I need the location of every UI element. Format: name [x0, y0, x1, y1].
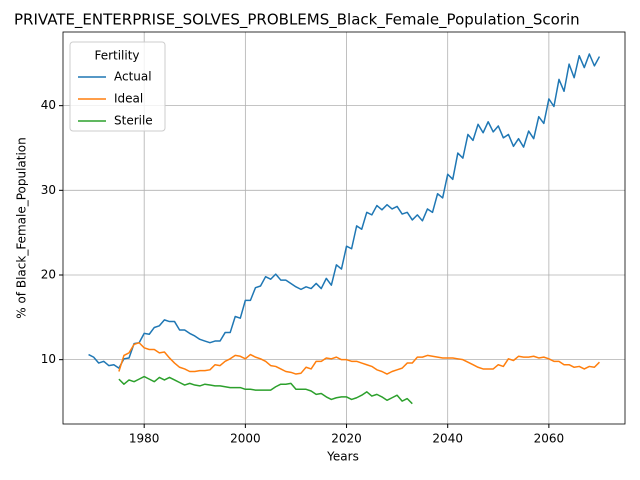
- legend-label: Actual: [114, 70, 152, 84]
- data-line: [118, 375, 413, 405]
- data-line: [118, 341, 600, 375]
- x-tick-label: 2040: [432, 432, 463, 446]
- chart-title: PRIVATE_ENTERPRISE_SOLVES_PROBLEMS_Black…: [14, 11, 580, 30]
- legend-box: [69, 41, 166, 132]
- legend-label: Sterile: [114, 114, 153, 128]
- data-line: [88, 53, 601, 369]
- y-tick-label: 10: [41, 352, 56, 366]
- y-axis-label: % of Black_Female_Population: [15, 137, 29, 319]
- y-tick-label: 20: [41, 267, 56, 281]
- x-axis-label: Years: [326, 450, 359, 464]
- legend-title: Fertility: [94, 49, 139, 63]
- x-tick-label: 1980: [129, 432, 160, 446]
- legend-label: Ideal: [114, 92, 143, 106]
- plot-frame: [62, 31, 626, 425]
- x-tick-label: 2060: [534, 432, 565, 446]
- x-tick-label: 2020: [331, 432, 362, 446]
- y-tick-label: 30: [41, 183, 56, 197]
- y-tick-label: 40: [41, 98, 56, 112]
- x-tick-label: 2000: [230, 432, 261, 446]
